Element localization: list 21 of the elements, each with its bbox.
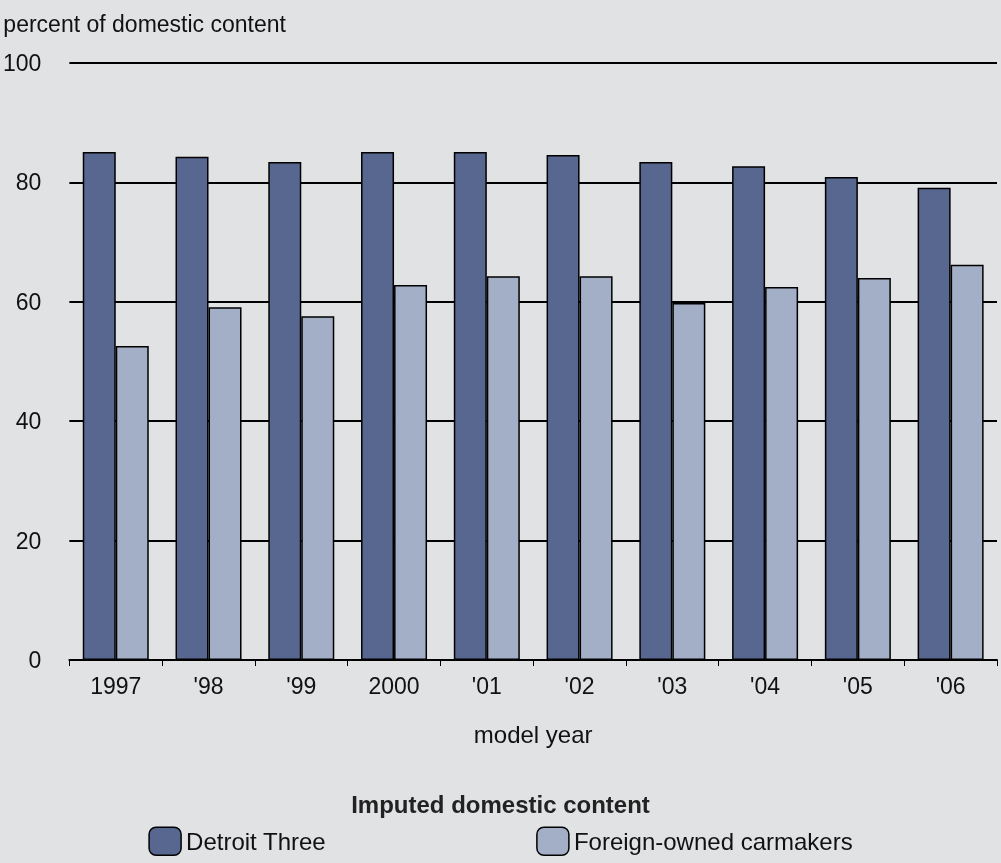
x-tick-label: '04	[750, 672, 781, 699]
x-tick-label: '01	[471, 672, 502, 699]
x-tick-label: '99	[286, 672, 317, 699]
y-tick-label: 0	[28, 647, 42, 673]
y-tick-label: 40	[15, 408, 42, 435]
x-tick-label: '06	[935, 672, 966, 699]
y-tick-label: 100	[3, 50, 42, 76]
legend-title: Imputed domestic content	[351, 790, 650, 818]
y-tick-label: 80	[15, 169, 42, 196]
legend-label: Foreign-owned carmakers	[573, 827, 853, 855]
x-tick-label: '98	[193, 672, 224, 699]
y-tick-label: 20	[15, 527, 42, 554]
y-tick-label: 60	[15, 288, 42, 315]
x-tick-label: 2000	[368, 672, 420, 699]
x-tick-label: '03	[657, 672, 688, 699]
x-tick-label: '02	[564, 672, 595, 699]
x-tick-label: '05	[842, 672, 873, 699]
x-axis-title: model year	[473, 720, 593, 748]
legend-label: Detroit Three	[186, 827, 326, 855]
y-axis-title: percent of domestic content	[3, 10, 287, 37]
x-tick-label: 1997	[90, 672, 142, 699]
